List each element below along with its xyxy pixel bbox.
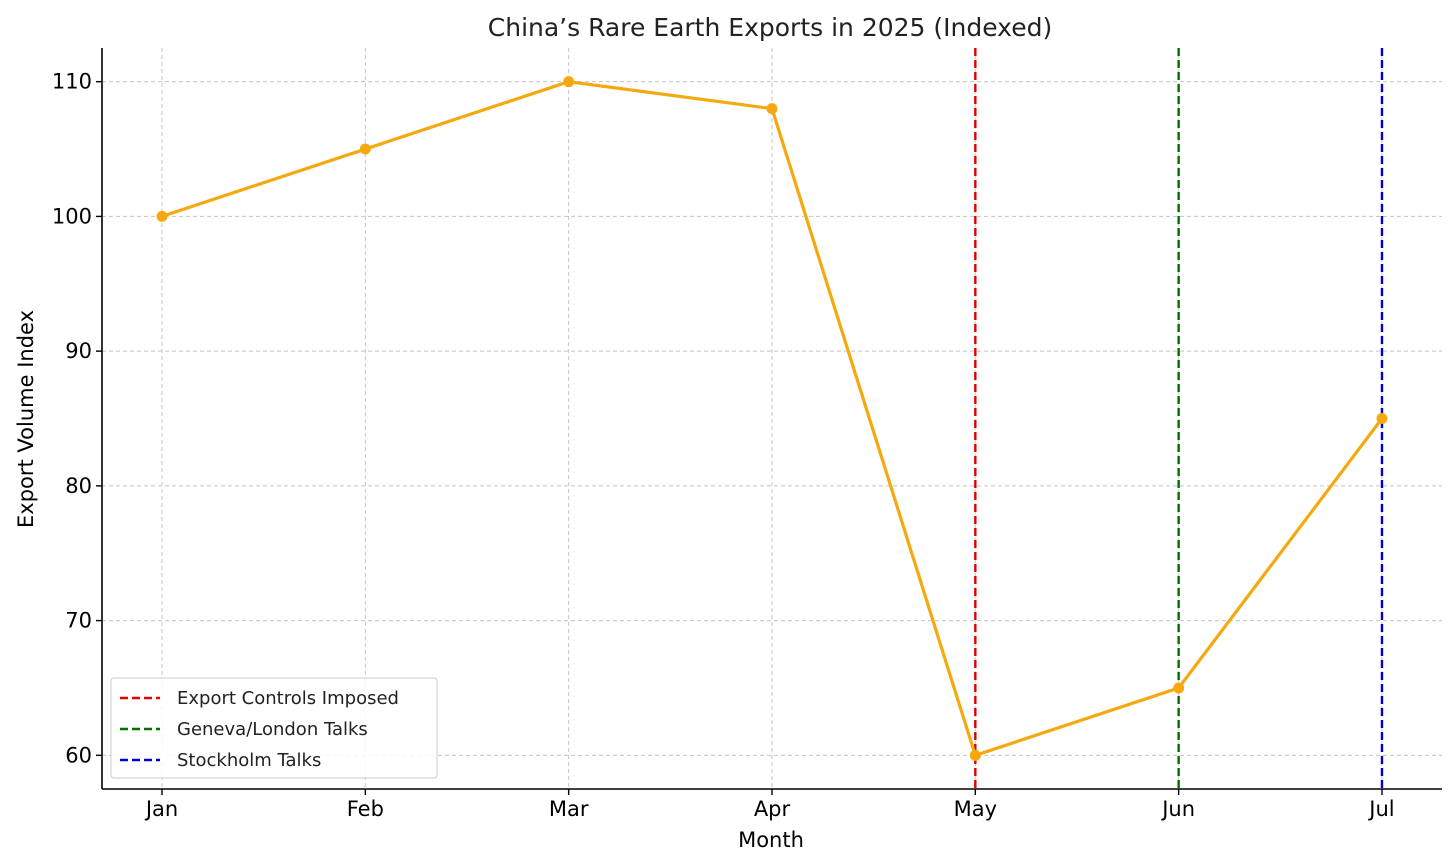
y-tick-label: 90 bbox=[65, 339, 92, 363]
x-tick-label: Jan bbox=[144, 797, 178, 821]
x-tick-label: Mar bbox=[549, 797, 589, 821]
legend-label: Geneva/London Talks bbox=[177, 719, 368, 740]
series-line bbox=[156, 76, 1388, 761]
data-point bbox=[969, 749, 981, 761]
y-tick-label: 60 bbox=[65, 743, 92, 767]
x-axis-title: Month bbox=[738, 828, 804, 852]
y-tick-label: 100 bbox=[52, 204, 92, 228]
legend-box bbox=[110, 677, 438, 779]
x-tick-label: May bbox=[954, 797, 997, 821]
data-point bbox=[359, 143, 371, 155]
legend: Export Controls Imposed Geneva/London Tal… bbox=[110, 677, 438, 779]
tick-labels: Jan Feb Mar Apr May Jun Jul 60 70 80 90 100 110 bbox=[52, 70, 1395, 821]
x-tick-label: Feb bbox=[347, 797, 384, 821]
x-tick-label: Jul bbox=[1367, 797, 1394, 821]
data-point bbox=[563, 76, 575, 88]
chart-title: China’s Rare Earth Exports in 2025 (Inde… bbox=[488, 13, 1052, 42]
x-tick-label: Apr bbox=[754, 797, 791, 821]
data-point bbox=[156, 210, 168, 222]
legend-label: Stockholm Talks bbox=[177, 750, 321, 771]
legend-label: Export Controls Imposed bbox=[177, 688, 399, 709]
y-tick-label: 70 bbox=[65, 609, 92, 633]
y-tick-label: 80 bbox=[65, 474, 92, 498]
y-axis-title: Export Volume Index bbox=[14, 310, 38, 528]
x-tick-label: Jun bbox=[1160, 797, 1195, 821]
data-point bbox=[1376, 413, 1388, 424]
y-tick-label: 110 bbox=[52, 70, 92, 94]
data-point bbox=[1173, 682, 1185, 694]
event-lines bbox=[974, 48, 1384, 789]
data-point bbox=[766, 103, 778, 115]
